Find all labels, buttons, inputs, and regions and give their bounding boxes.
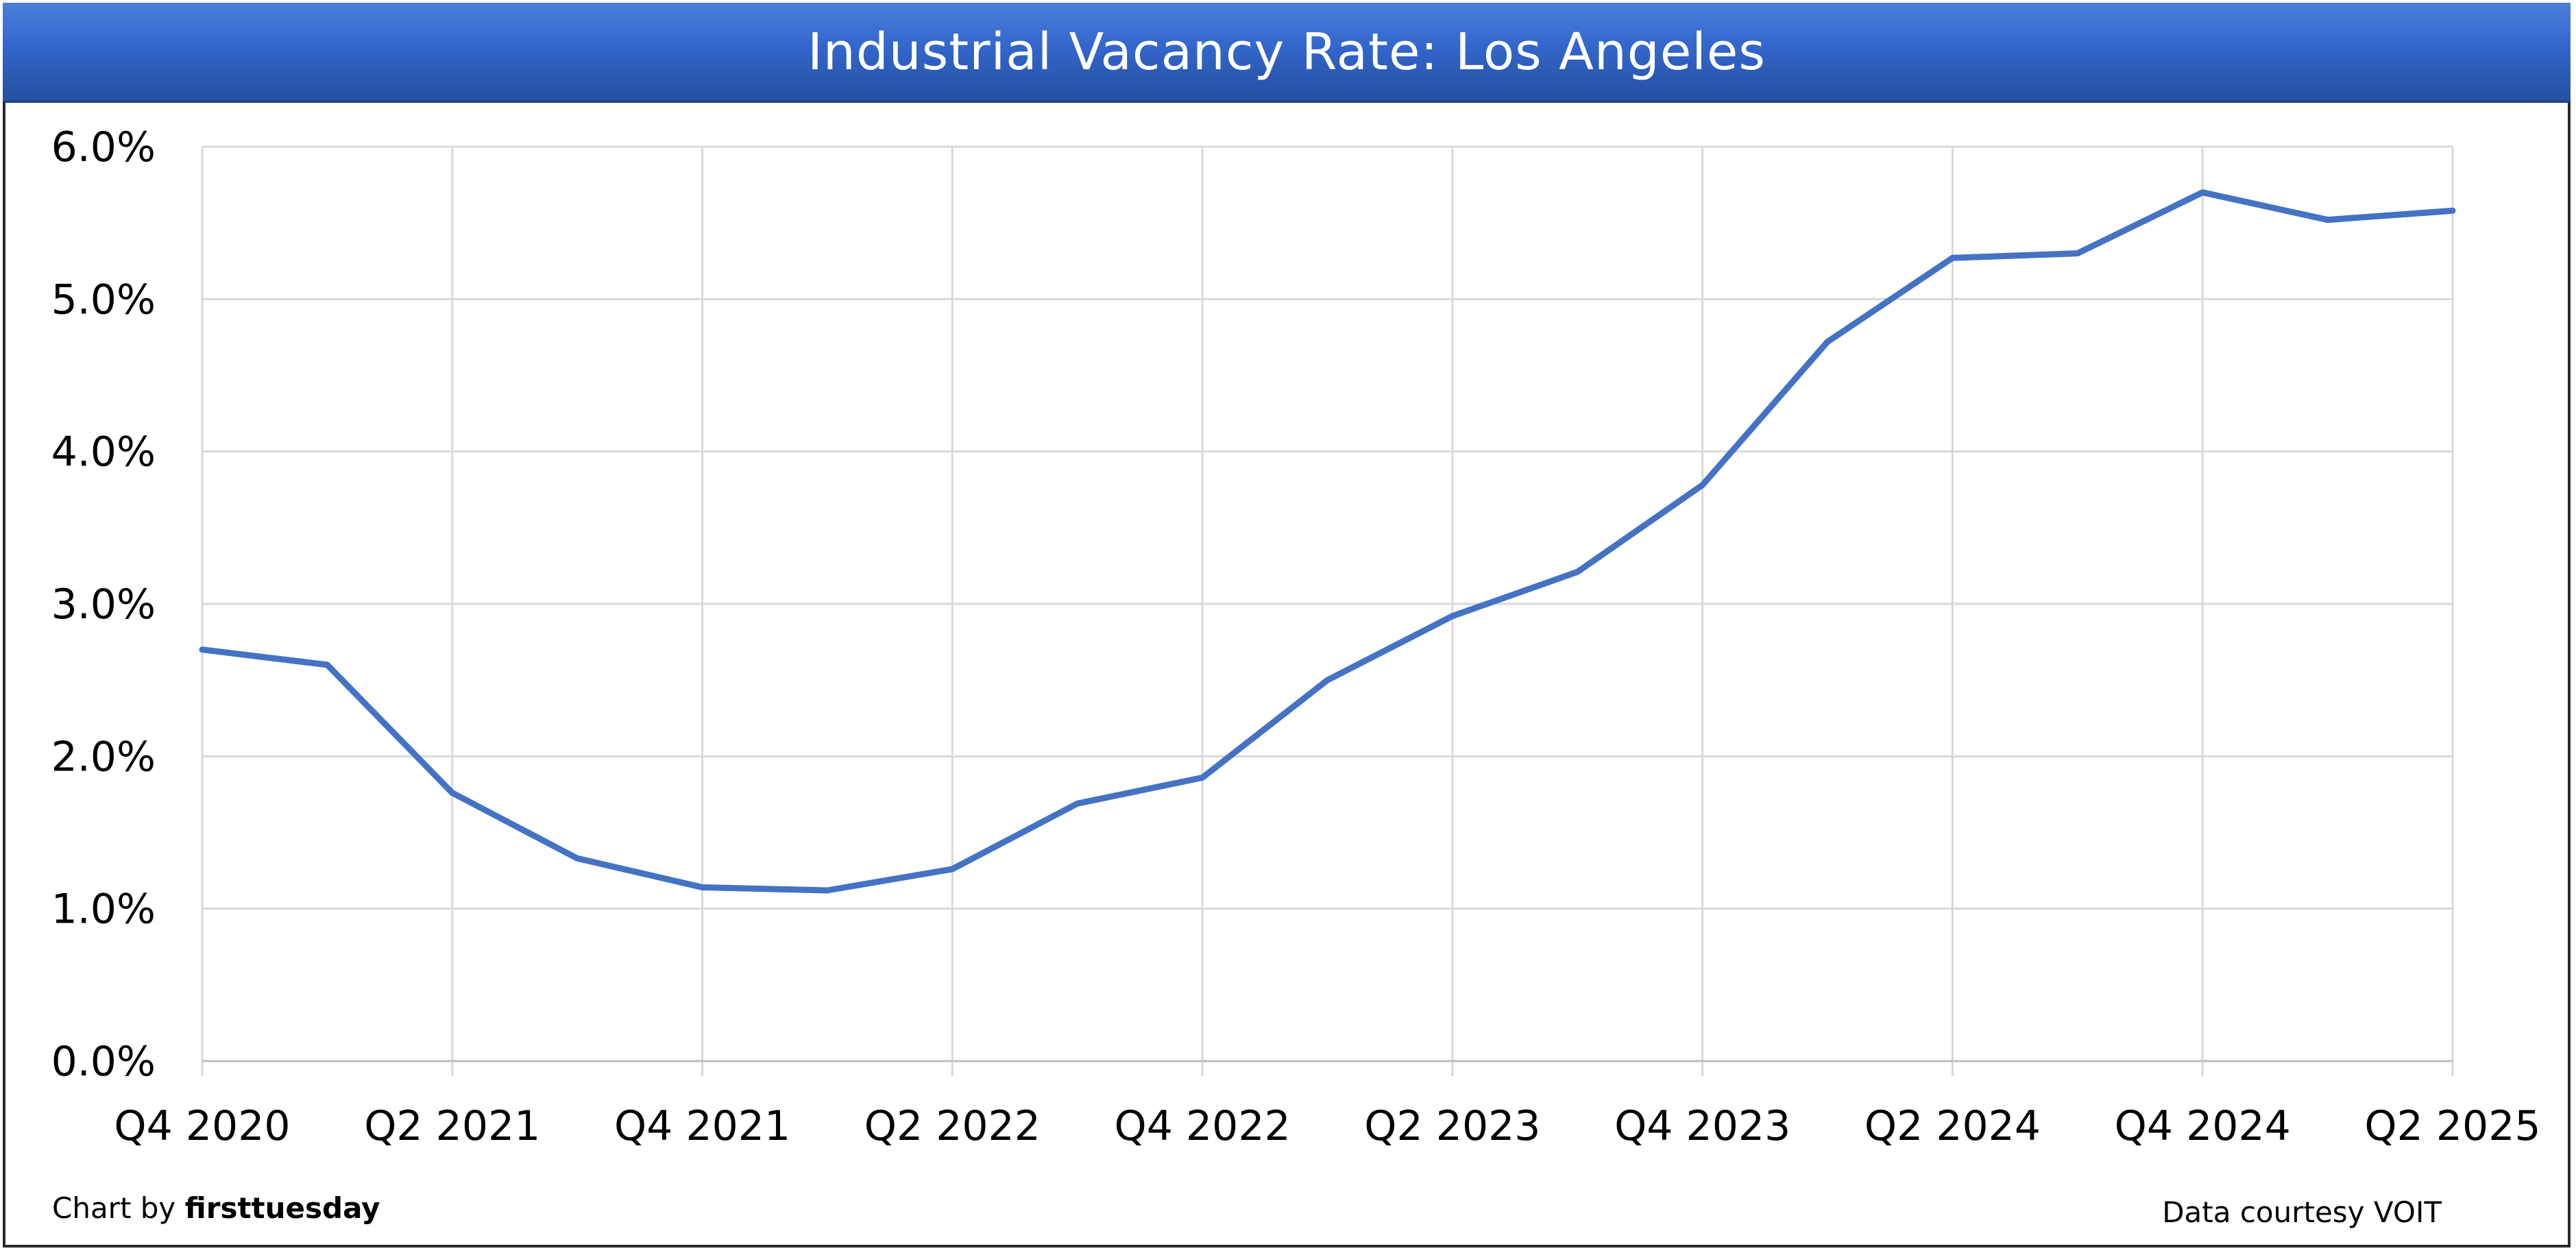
x-tick-label: Q4 2021 <box>614 1102 790 1150</box>
data-source: Data courtesy VOIT <box>2162 1195 2442 1229</box>
chart-credit-brand: firsttuesday <box>184 1191 380 1225</box>
x-tick-label: Q4 2020 <box>114 1102 290 1150</box>
x-tick-label: Q4 2023 <box>1614 1102 1790 1150</box>
x-tick-label: Q2 2024 <box>1864 1102 2041 1150</box>
y-tick-label: 5.0% <box>51 276 156 324</box>
chart-title: Industrial Vacancy Rate: Los Angeles <box>807 22 1766 82</box>
x-tick-label: Q2 2022 <box>864 1102 1041 1150</box>
grid-layer <box>201 145 2454 1076</box>
series-layer <box>199 189 2456 894</box>
x-tick-label: Q2 2025 <box>2364 1102 2540 1150</box>
x-tick-label: Q2 2021 <box>364 1102 540 1150</box>
y-tick-label: 2.0% <box>51 733 156 781</box>
x-tick-label: Q4 2022 <box>1115 1102 1291 1150</box>
y-tick-label: 1.0% <box>51 886 156 934</box>
chart-frame <box>3 3 2571 1248</box>
y-tick-label: 4.0% <box>51 428 156 476</box>
x-tick-label: Q2 2023 <box>1364 1102 1540 1150</box>
series-line <box>199 189 2456 894</box>
y-tick-label: 6.0% <box>51 123 156 171</box>
chart-credit: Chart by firsttuesday <box>52 1191 380 1225</box>
y-tick-label: 3.0% <box>51 581 156 629</box>
label-layer: 0.0% 1.0% 2.0% 3.0% 4.0% 5.0% 6.0% Q4 2020 Q2 20… <box>51 123 2541 1150</box>
y-tick-label: 0.0% <box>51 1038 156 1086</box>
x-tick-label: Q4 2024 <box>2115 1102 2291 1150</box>
chart-credit-prefix: Chart by <box>52 1191 185 1225</box>
title-banner: Industrial Vacancy Rate: Los Angeles <box>3 3 2571 103</box>
